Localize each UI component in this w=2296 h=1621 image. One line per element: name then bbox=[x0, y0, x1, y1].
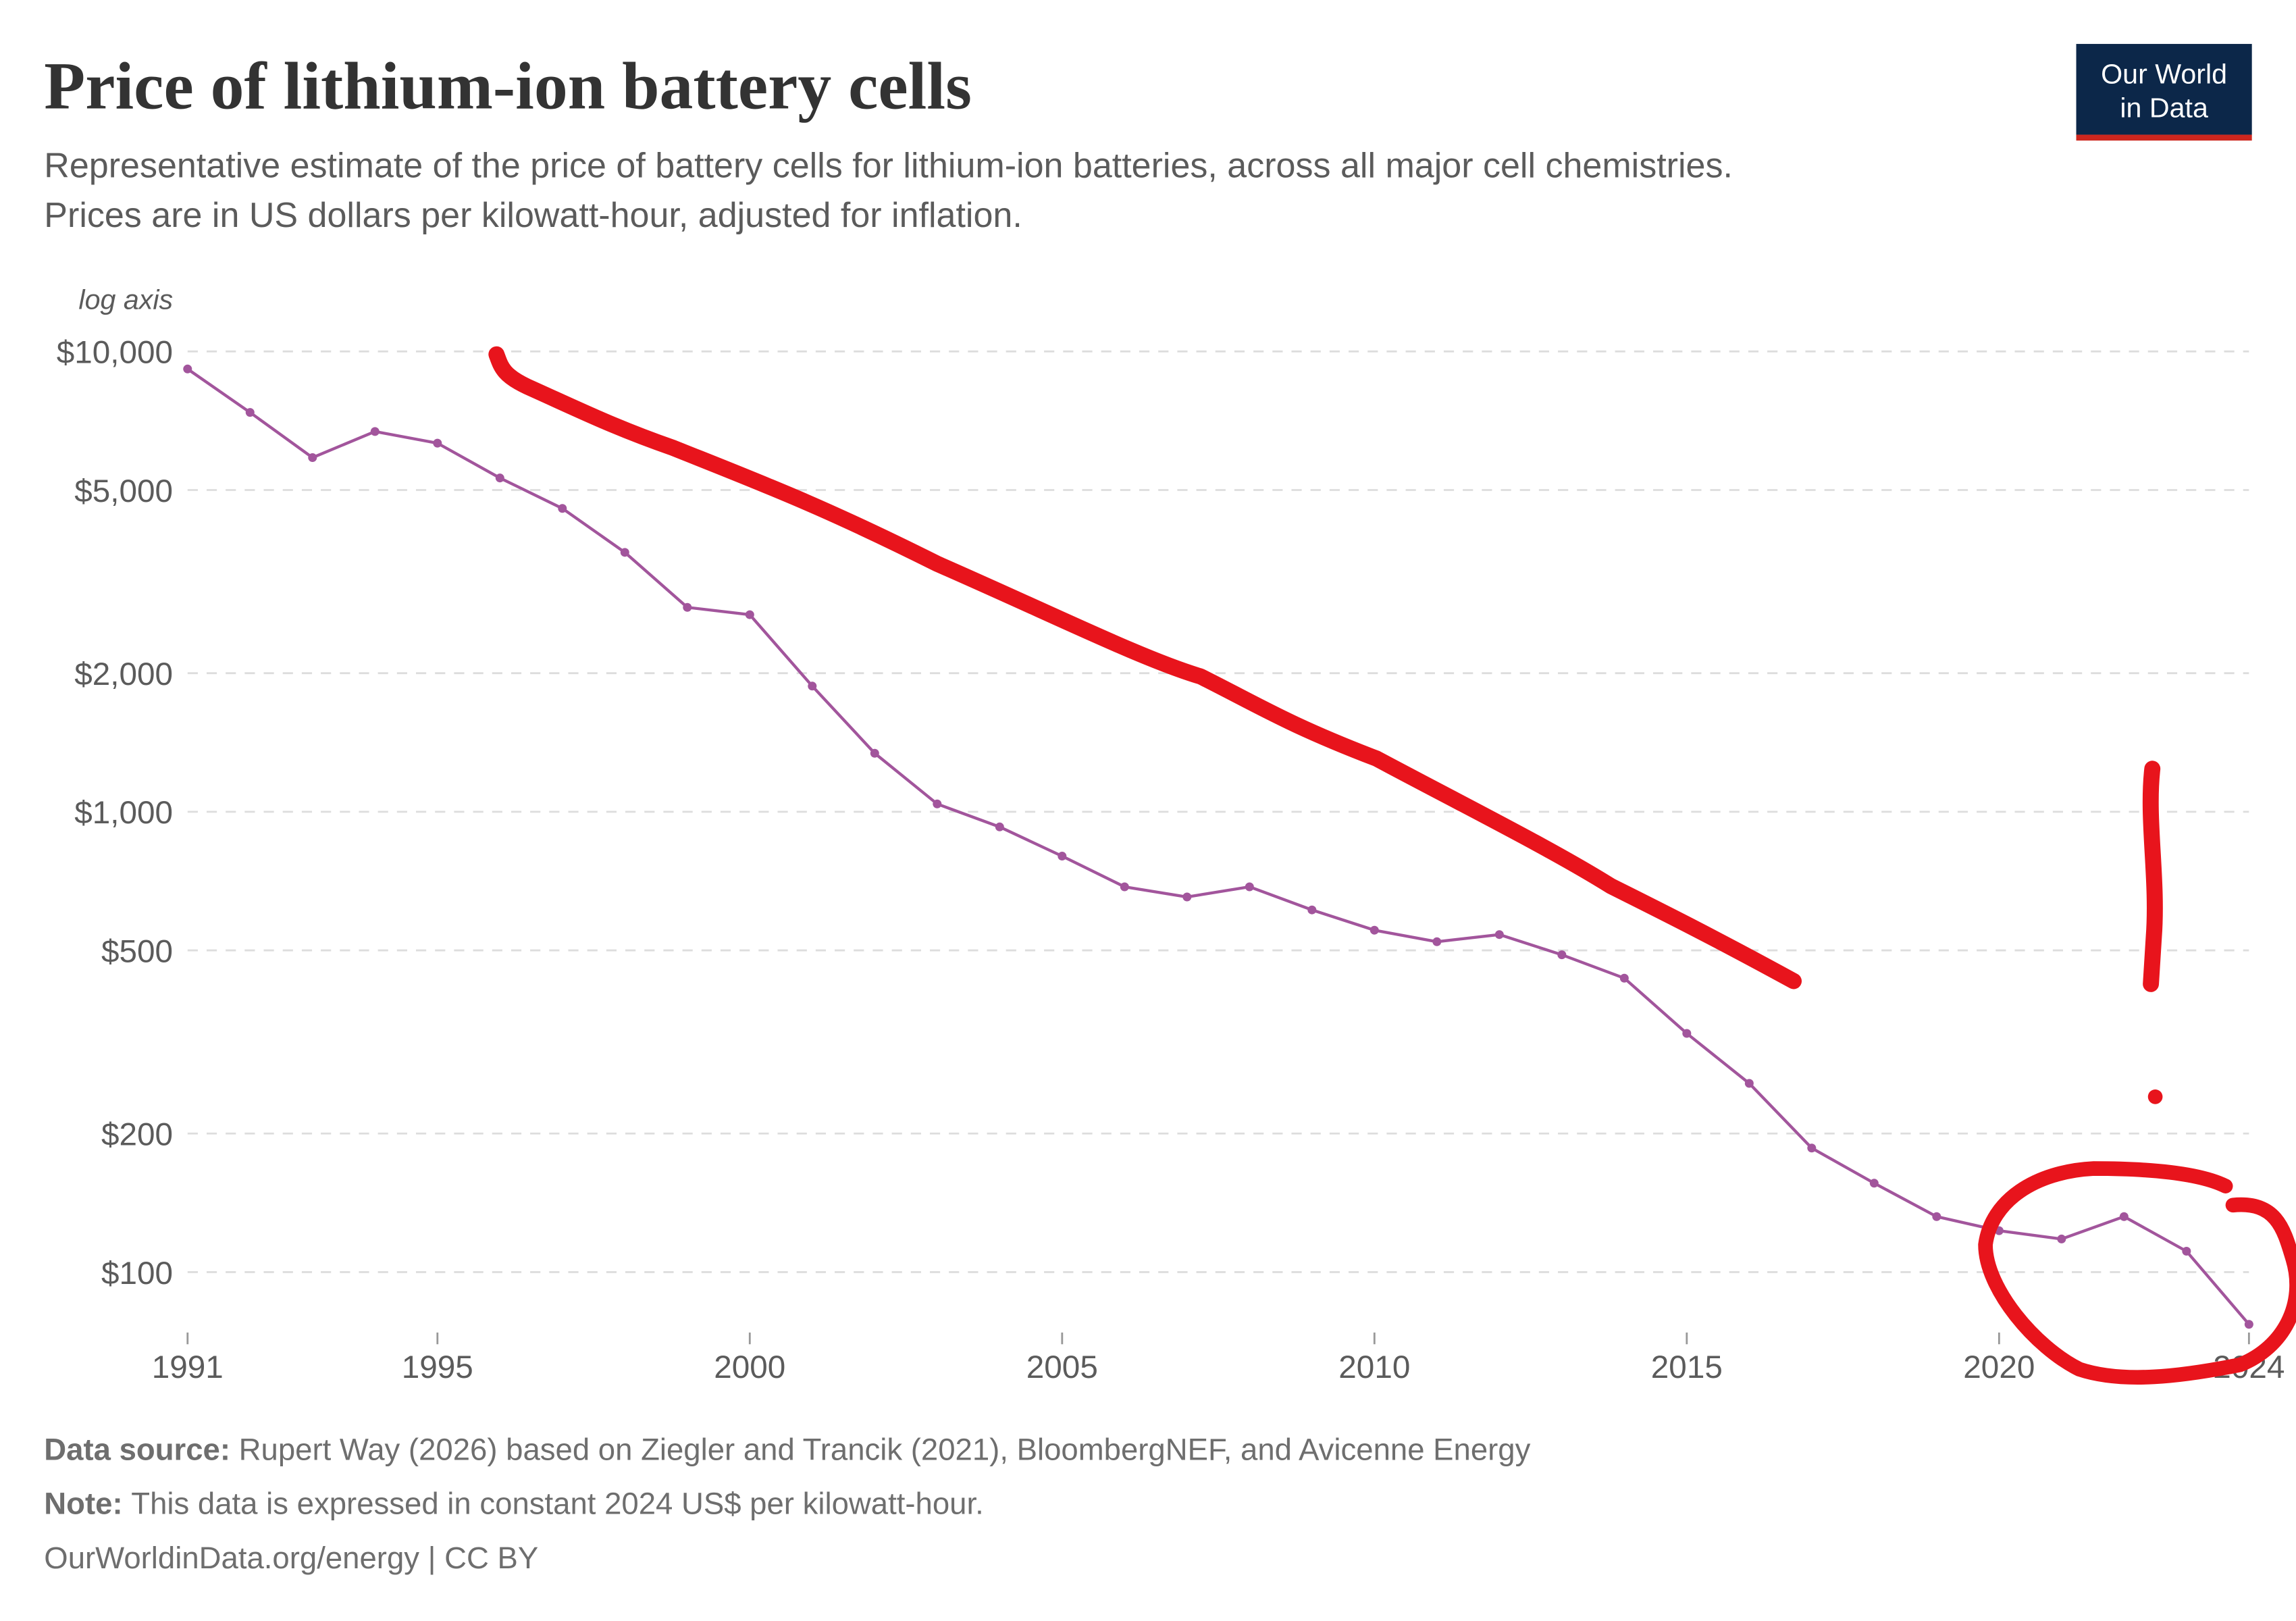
y-tick-label: $1,000 bbox=[74, 795, 173, 831]
note-text: This data is expressed in constant 2024 … bbox=[131, 1487, 983, 1521]
subtitle: Representative estimate of the price of … bbox=[44, 146, 1733, 185]
x-tick-label: 2020 bbox=[1963, 1349, 2035, 1385]
x-tick-label: 2015 bbox=[1651, 1349, 1723, 1385]
data-point bbox=[495, 473, 504, 483]
x-tick-label: 1995 bbox=[402, 1349, 473, 1385]
y-tick-label: $2,000 bbox=[74, 657, 173, 692]
data-point bbox=[1307, 905, 1317, 915]
data-point bbox=[870, 748, 879, 758]
plot: $100 $200 $500 $1,000 $2,000 $5,000 $10,000 199… bbox=[57, 335, 2285, 1385]
chart-title: Price of lithium-ion battery cells bbox=[44, 48, 972, 123]
data-point bbox=[308, 453, 317, 463]
data-point bbox=[2244, 1320, 2253, 1329]
logo-text: Our World bbox=[2101, 59, 2227, 90]
data-point bbox=[1432, 937, 1442, 946]
x-tick-label: 1991 bbox=[152, 1349, 224, 1385]
source-text: Rupert Way (2026) based on Ziegler and T… bbox=[239, 1433, 1531, 1467]
data-point bbox=[683, 602, 692, 612]
logo-bar bbox=[2076, 134, 2252, 141]
x-tick-label: 2010 bbox=[1338, 1349, 1410, 1385]
x-tick-label: 2005 bbox=[1026, 1349, 1098, 1385]
y-tick-label: $200 bbox=[101, 1117, 173, 1153]
subtitle: Prices are in US dollars per kilowatt-ho… bbox=[44, 196, 1022, 235]
data-line bbox=[186, 367, 2251, 1326]
data-point bbox=[1807, 1143, 1817, 1153]
data-point bbox=[995, 822, 1004, 831]
data-point bbox=[745, 610, 754, 619]
data-point bbox=[1369, 925, 1379, 935]
data-point bbox=[2182, 1247, 2191, 1256]
data-point bbox=[433, 438, 442, 448]
data-point bbox=[1182, 892, 1192, 902]
logo-text: in Data bbox=[2120, 92, 2208, 123]
data-point bbox=[370, 427, 380, 436]
data-point bbox=[620, 548, 629, 557]
annotation-dot bbox=[2147, 1089, 2163, 1104]
data-point bbox=[1869, 1179, 1879, 1188]
logo-box bbox=[2076, 44, 2252, 135]
y-tick-label: $5,000 bbox=[74, 473, 173, 509]
logo: Our World in Data bbox=[2076, 44, 2252, 141]
data-point bbox=[1494, 930, 1504, 940]
annotation-scribble bbox=[488, 346, 1802, 989]
url: OurWorldinData.org/energy | CC BY bbox=[44, 1541, 538, 1575]
y-tick-label: $10,000 bbox=[57, 335, 173, 371]
data-point bbox=[1619, 973, 1629, 983]
data-point bbox=[245, 408, 255, 417]
data-point bbox=[2057, 1234, 2066, 1243]
data-point bbox=[1744, 1079, 1754, 1088]
note: Note: This data is expressed in constant… bbox=[44, 1487, 983, 1521]
footer: Data source: Rupert Way (2026) based on … bbox=[44, 1433, 1530, 1575]
data-point bbox=[1557, 950, 1567, 960]
y-tick-label: $500 bbox=[101, 933, 173, 969]
source-label: Data source: bbox=[44, 1433, 230, 1467]
axis-note: log axis bbox=[78, 284, 173, 315]
data-point bbox=[1120, 882, 1129, 892]
annotation-scribble bbox=[1978, 1161, 2296, 1385]
data-point bbox=[1245, 882, 1254, 892]
data-point bbox=[1682, 1029, 1692, 1038]
data-point bbox=[183, 364, 192, 374]
data-point bbox=[2119, 1212, 2129, 1221]
x-tick-label: 2000 bbox=[714, 1349, 785, 1385]
annotations bbox=[488, 346, 2296, 1385]
data-point bbox=[558, 504, 567, 513]
data-point bbox=[933, 799, 942, 808]
y-tick-label: $100 bbox=[101, 1256, 173, 1291]
annotation-scribble bbox=[2142, 761, 2163, 992]
data-point bbox=[808, 681, 817, 691]
data-point bbox=[1932, 1212, 1941, 1221]
note-label: Note: bbox=[44, 1487, 122, 1521]
data-point bbox=[1058, 852, 1067, 861]
source: Data source: Rupert Way (2026) based on … bbox=[44, 1433, 1530, 1467]
